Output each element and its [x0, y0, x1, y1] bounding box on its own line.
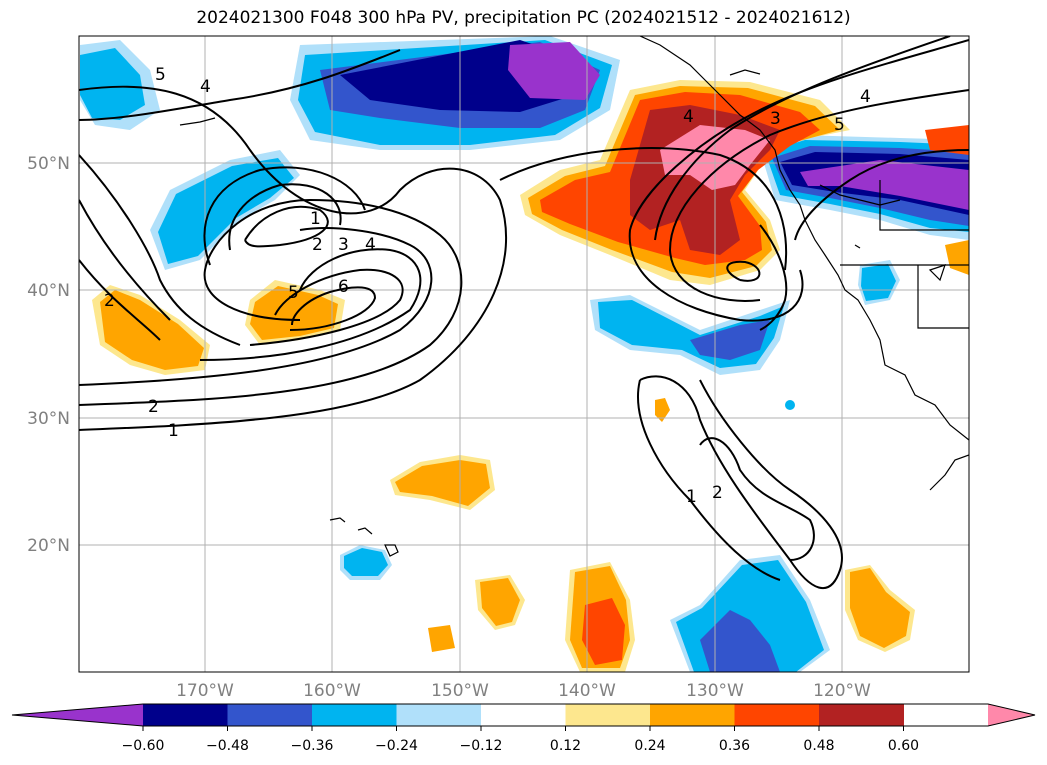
lat-label: 20°N — [27, 536, 70, 556]
positive-anomaly-small — [655, 398, 670, 422]
colorbar-segment — [396, 704, 482, 726]
negative-anomaly-north — [290, 36, 620, 150]
colorbar-extend-min — [12, 704, 143, 726]
contour-label: 4 — [860, 87, 871, 107]
positive-anomaly-south — [565, 562, 635, 672]
negative-anomaly-northwest — [80, 40, 160, 130]
contour-label: 2 — [312, 235, 323, 255]
positive-anomaly-northeast-pacific — [520, 80, 850, 285]
contour-label: 1 — [686, 487, 697, 507]
contour-label: 3 — [770, 109, 781, 129]
negative-anomaly-south — [670, 555, 830, 672]
colorbar-segment — [227, 704, 313, 726]
contour-label: 2 — [712, 483, 723, 503]
contour-label: 5 — [288, 283, 299, 303]
colorbar-tick-label: −0.48 — [206, 738, 249, 754]
positive-anomaly-south-central — [428, 575, 525, 652]
contour-label: 3 — [338, 235, 349, 255]
precip-pc-fill-layer — [80, 36, 969, 672]
lat-label: 50°N — [27, 154, 70, 174]
colorbar-tick-label: 0.24 — [634, 738, 665, 754]
negative-anomaly-interior — [785, 260, 900, 410]
colorbar-tick-label: 0.60 — [888, 738, 919, 754]
lon-label: 150°W — [431, 681, 489, 701]
lon-label: 160°W — [303, 681, 361, 701]
contour-label: 5 — [834, 115, 845, 135]
lat-label: 40°N — [27, 281, 70, 301]
colorbar-tick-label: −0.24 — [375, 738, 418, 754]
lon-label: 140°W — [558, 681, 616, 701]
contour-labels: 5 4 1 2 3 4 5 6 2 2 1 4 3 5 4 1 2 — [104, 65, 871, 507]
latitude-labels: 50°N 40°N 30°N 20°N — [27, 154, 70, 556]
colorbar-tick-label: −0.12 — [460, 738, 503, 754]
colorbar-segment — [312, 704, 397, 726]
colorbar-segment — [143, 704, 228, 726]
colorbar-tick-label: −0.60 — [122, 738, 165, 754]
contour-label: 2 — [104, 291, 115, 311]
contour-label: 4 — [200, 77, 211, 97]
colorbar-segment — [650, 704, 735, 726]
negative-anomaly-hawaii — [340, 545, 392, 580]
coastlines — [179, 36, 969, 557]
lat-label: 30°N — [27, 409, 70, 429]
colorbar-tick-label: 0.12 — [550, 738, 581, 754]
colorbar-tick-label: 0.48 — [803, 738, 834, 754]
negative-anomaly-west-central — [150, 150, 300, 270]
negative-anomaly-east-central — [590, 295, 790, 375]
lon-label: 130°W — [686, 681, 744, 701]
contour-label: 6 — [338, 277, 349, 297]
colorbar-segment — [481, 704, 566, 726]
positive-anomaly-southeast — [845, 565, 915, 652]
lon-label: 120°W — [813, 681, 871, 701]
colorbar: −0.60 −0.48 −0.36 −0.24 −0.12 0.12 0.24 0.36 0.4… — [11, 703, 1036, 754]
positive-anomaly-central — [390, 455, 495, 510]
map-title: 2024021300 F048 300 hPa PV, precipitatio… — [196, 8, 851, 28]
map-frame — [78, 35, 970, 673]
colorbar-tick-label: 0.36 — [719, 738, 750, 754]
colorbar-segment — [819, 704, 904, 726]
contour-label: 1 — [168, 421, 179, 441]
pv-contours — [79, 36, 969, 590]
longitude-labels: 170°W 160°W 150°W 140°W 130°W 120°W — [176, 681, 871, 701]
colorbar-tick-label: −0.36 — [291, 738, 334, 754]
positive-anomaly-east-edge — [925, 125, 969, 275]
lon-label: 170°W — [176, 681, 234, 701]
contour-label: 4 — [683, 107, 694, 127]
colorbar-extend-max — [988, 704, 1035, 726]
contour-label: 2 — [148, 397, 159, 417]
colorbar-segment — [565, 704, 651, 726]
contour-label: 5 — [155, 65, 166, 85]
colorbar-segment — [734, 704, 820, 726]
contour-label: 1 — [310, 209, 321, 229]
contour-label: 4 — [365, 235, 376, 255]
